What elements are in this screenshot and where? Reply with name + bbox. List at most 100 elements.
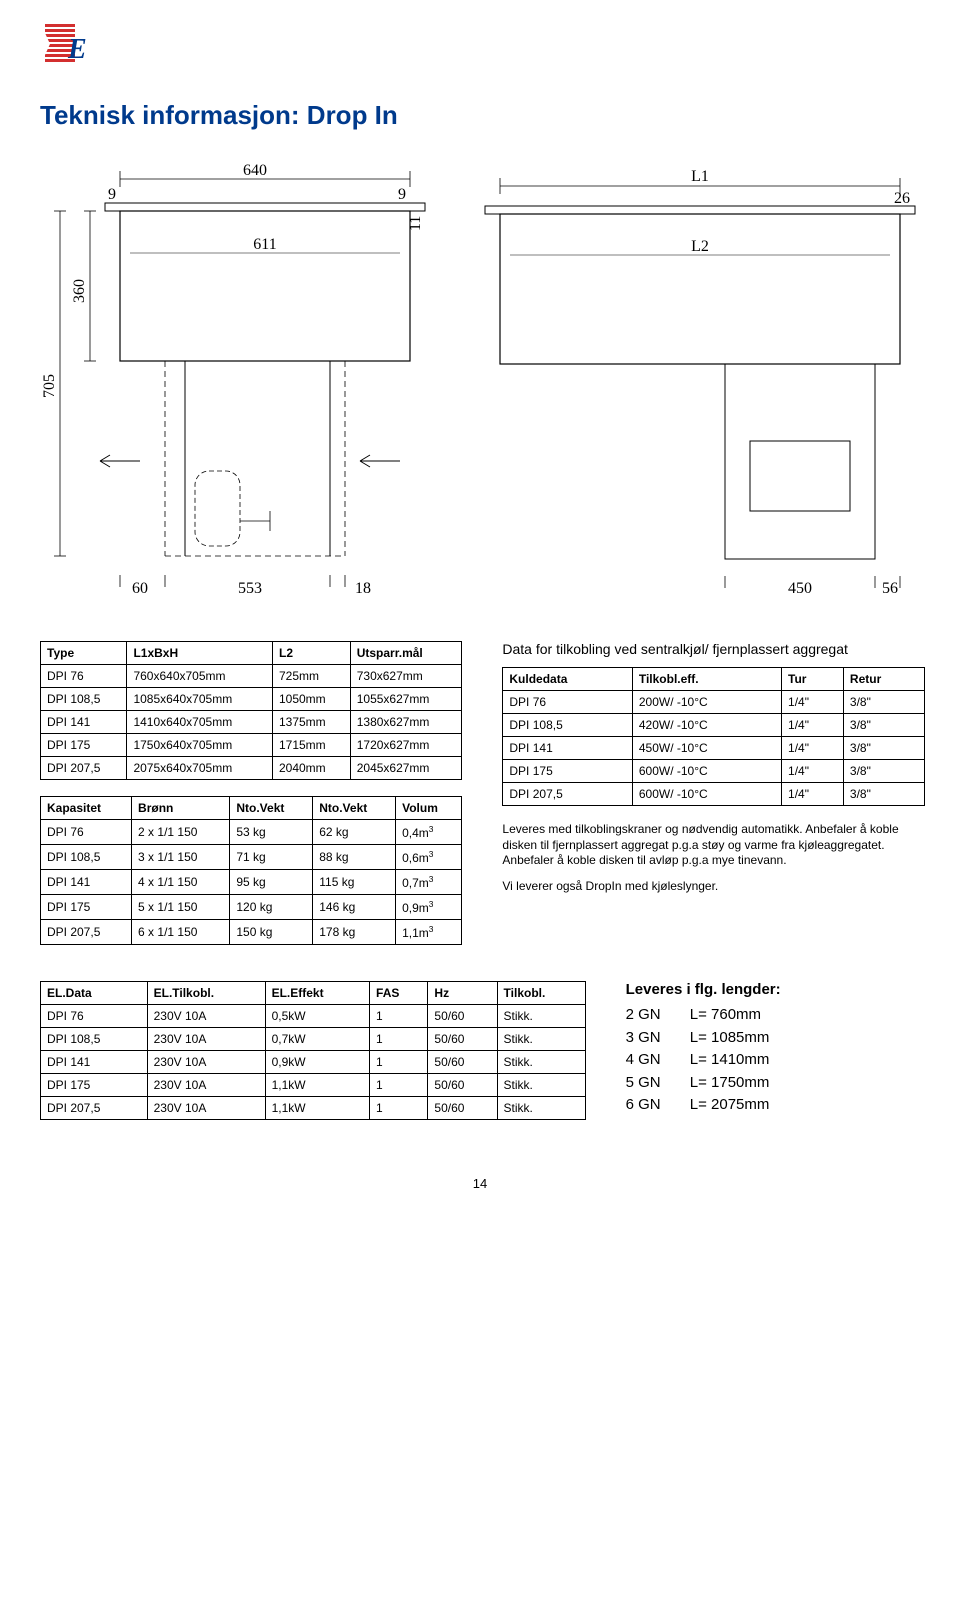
- table-header-cell: Nto.Vekt: [230, 797, 313, 820]
- table-cell: 3/8": [843, 737, 924, 760]
- table-cell: DPI 141: [41, 1051, 148, 1074]
- table-header-cell: Tilkobl.eff.: [632, 668, 781, 691]
- table-cell: 3 x 1/1 150: [132, 845, 230, 870]
- table-cell: 1: [370, 1097, 428, 1120]
- table-cell: Stikk.: [497, 1028, 585, 1051]
- table-row: DPI 141230V 10A0,9kW150/60Stikk.: [41, 1051, 586, 1074]
- table-cell: 600W/ -10°C: [632, 760, 781, 783]
- table-row: DPI 108,5230V 10A0,7kW150/60Stikk.: [41, 1028, 586, 1051]
- length-item: 5 GN L= 1750mm: [626, 1072, 925, 1095]
- table-cell: 4 x 1/1 150: [132, 870, 230, 895]
- table-cell: 1720x627mm: [350, 734, 462, 757]
- table-header-cell: Tur: [782, 668, 844, 691]
- table-cell: 420W/ -10°C: [632, 714, 781, 737]
- table-cell: 50/60: [428, 1074, 497, 1097]
- table-row: DPI 207,52075x640x705mm2040mm2045x627mm: [41, 757, 462, 780]
- table-cell: DPI 141: [41, 870, 132, 895]
- table-header-cell: Kuldedata: [503, 668, 632, 691]
- table-header-cell: Tilkobl.: [497, 982, 585, 1005]
- table-cell: 725mm: [272, 665, 350, 688]
- table-row: DPI 1755 x 1/1 150120 kg146 kg0,9m3: [41, 895, 462, 920]
- svg-text:11: 11: [407, 216, 424, 231]
- table-header-cell: EL.Tilkobl.: [147, 982, 265, 1005]
- table-cell: 230V 10A: [147, 1005, 265, 1028]
- svg-text:450: 450: [788, 580, 812, 597]
- svg-text:611: 611: [253, 236, 276, 253]
- svg-text:56: 56: [882, 580, 898, 597]
- table-cell: DPI 207,5: [41, 757, 127, 780]
- table-row: DPI 207,5600W/ -10°C1/4"3/8": [503, 783, 924, 806]
- table-cell: 178 kg: [313, 920, 396, 945]
- table-cell: 0,4m3: [396, 820, 462, 845]
- table-cell: 3/8": [843, 783, 924, 806]
- table-cell: 1750x640x705mm: [127, 734, 273, 757]
- table-row: DPI 1751750x640x705mm1715mm1720x627mm: [41, 734, 462, 757]
- table-header-cell: L1xBxH: [127, 642, 273, 665]
- diagrams-row: 640 9 9 611 11 360 705: [40, 161, 920, 601]
- svg-text:E: E: [67, 34, 87, 65]
- table-row: DPI 141450W/ -10°C1/4"3/8": [503, 737, 924, 760]
- table-header-cell: FAS: [370, 982, 428, 1005]
- length-item: 6 GN L= 2075mm: [626, 1094, 925, 1117]
- table-cell: 50/60: [428, 1028, 497, 1051]
- table-row: DPI 108,51085x640x705mm1050mm1055x627mm: [41, 688, 462, 711]
- paragraph-2: Vi leverer også DropIn med kjøleslynger.: [502, 879, 924, 895]
- table-cell: DPI 207,5: [41, 1097, 148, 1120]
- table-cell: DPI 76: [41, 1005, 148, 1028]
- table-cell: 1: [370, 1028, 428, 1051]
- table-cell: 1410x640x705mm: [127, 711, 273, 734]
- table-cell: DPI 175: [503, 760, 632, 783]
- page-number: 14: [40, 1176, 920, 1191]
- table-cell: DPI 108,5: [41, 688, 127, 711]
- table-cell: DPI 108,5: [41, 845, 132, 870]
- table-cell: 1/4": [782, 760, 844, 783]
- table-cell: 62 kg: [313, 820, 396, 845]
- svg-text:705: 705: [41, 374, 58, 398]
- table-cell: 1/4": [782, 737, 844, 760]
- table-cell: 50/60: [428, 1005, 497, 1028]
- table-cell: 5 x 1/1 150: [132, 895, 230, 920]
- logo: E: [40, 20, 920, 70]
- table-cell: 50/60: [428, 1097, 497, 1120]
- table-header-cell: Utsparr.mål: [350, 642, 462, 665]
- svg-text:9: 9: [398, 186, 406, 203]
- table-cell: DPI 175: [41, 895, 132, 920]
- table-row: DPI 76760x640x705mm725mm730x627mm: [41, 665, 462, 688]
- tables-row-1: TypeL1xBxHL2Utsparr.mål DPI 76760x640x70…: [40, 641, 920, 961]
- table-cell: 3/8": [843, 760, 924, 783]
- table-cell: Stikk.: [497, 1051, 585, 1074]
- table-cell: 0,9kW: [265, 1051, 369, 1074]
- table-cell: 3/8": [843, 691, 924, 714]
- lengths-title: Leveres i flg. lengder:: [626, 981, 925, 998]
- table-cell: 1,1kW: [265, 1097, 369, 1120]
- table-cell: Stikk.: [497, 1074, 585, 1097]
- paragraph-1: Leveres med tilkoblingskraner og nødvend…: [502, 822, 924, 869]
- table-header-cell: Type: [41, 642, 127, 665]
- table-cell: 1050mm: [272, 688, 350, 711]
- table-cell: DPI 141: [503, 737, 632, 760]
- table-cell: Stikk.: [497, 1005, 585, 1028]
- table-cell: 760x640x705mm: [127, 665, 273, 688]
- table-cell: DPI 108,5: [41, 1028, 148, 1051]
- diagram-right: L1 26 L2 450 56: [480, 161, 920, 601]
- table-cell: Stikk.: [497, 1097, 585, 1120]
- svg-text:9: 9: [108, 186, 116, 203]
- table-cooling: KuldedataTilkobl.eff.TurRetur DPI 76200W…: [502, 667, 924, 806]
- table-cell: 1: [370, 1074, 428, 1097]
- table-cell: DPI 207,5: [41, 920, 132, 945]
- table-cell: 115 kg: [313, 870, 396, 895]
- table-cell: 1: [370, 1005, 428, 1028]
- length-item: 4 GN L= 1410mm: [626, 1049, 925, 1072]
- table-cell: 230V 10A: [147, 1028, 265, 1051]
- table-cell: 230V 10A: [147, 1074, 265, 1097]
- table-cell: 600W/ -10°C: [632, 783, 781, 806]
- table-header-cell: Hz: [428, 982, 497, 1005]
- table-cell: 1715mm: [272, 734, 350, 757]
- svg-text:18: 18: [355, 580, 371, 597]
- table-cell: DPI 175: [41, 734, 127, 757]
- table-cell: 0,5kW: [265, 1005, 369, 1028]
- table-cell: 1,1m3: [396, 920, 462, 945]
- table-row: DPI 762 x 1/1 15053 kg62 kg0,4m3: [41, 820, 462, 845]
- table-header-cell: EL.Data: [41, 982, 148, 1005]
- table-header-cell: L2: [272, 642, 350, 665]
